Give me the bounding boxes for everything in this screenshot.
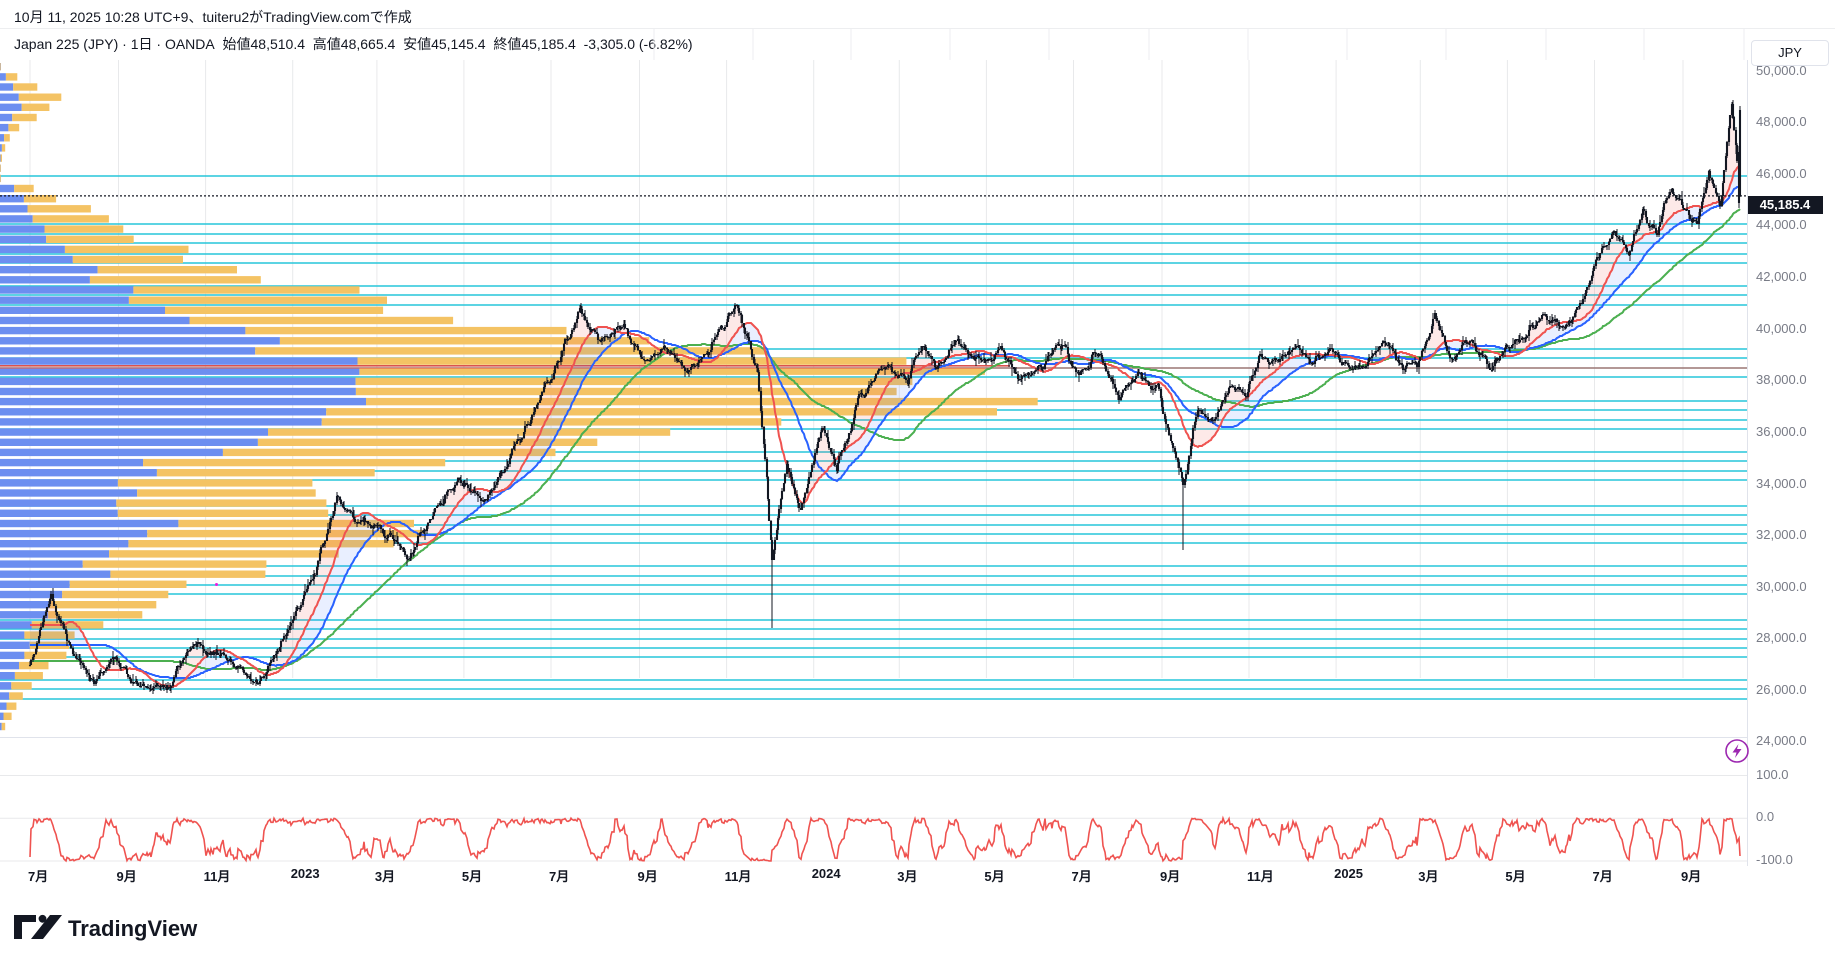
svg-text:TradingView: TradingView [68, 916, 198, 941]
